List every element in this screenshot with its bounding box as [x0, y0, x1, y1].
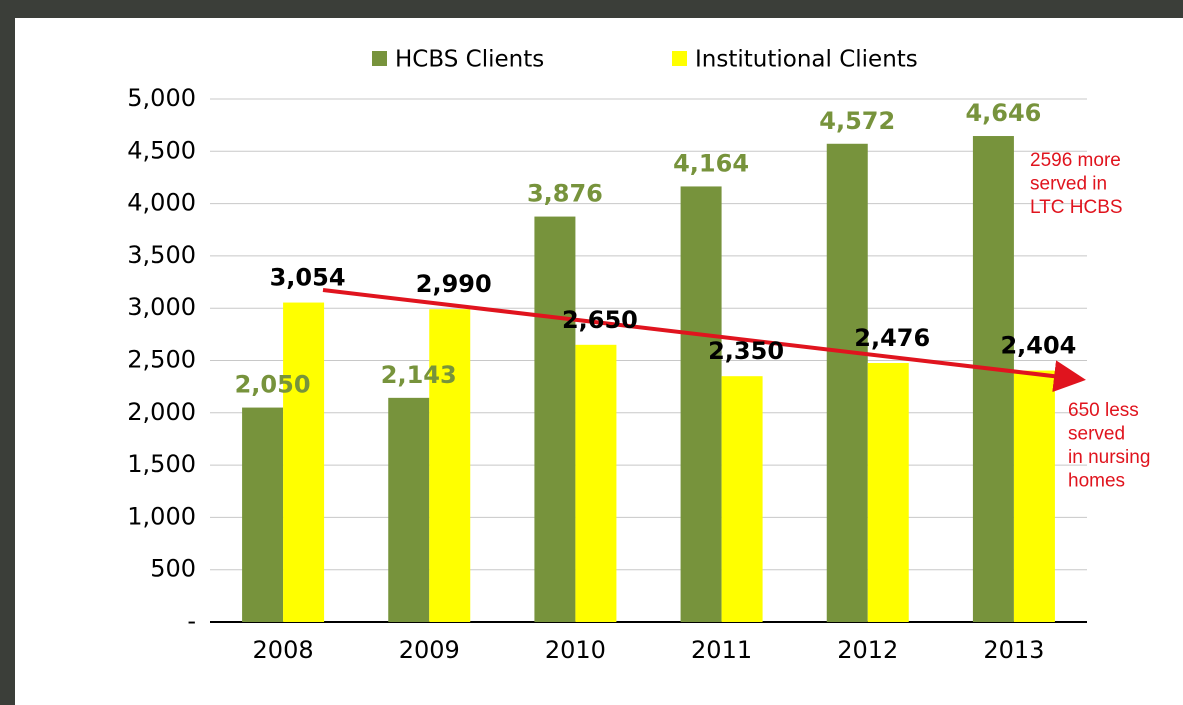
value-label: 2,476 — [854, 324, 930, 352]
x-tick-label: 2013 — [983, 636, 1044, 664]
y-tick-label: 2,000 — [127, 398, 196, 426]
value-label: 3,054 — [270, 264, 346, 292]
value-label: 2,404 — [1000, 332, 1076, 360]
y-tick-label: 4,500 — [127, 136, 196, 164]
y-tick-label: 500 — [150, 555, 196, 583]
legend-label: Institutional Clients — [695, 47, 918, 73]
value-label: 2,050 — [235, 371, 311, 399]
y-tick-label: 1,000 — [127, 502, 196, 530]
legend-swatch — [672, 51, 687, 66]
value-label: 4,572 — [819, 107, 895, 135]
value-label: 2,990 — [416, 270, 492, 298]
x-tick-label: 2010 — [545, 636, 606, 664]
y-tick-label: 5,000 — [127, 84, 196, 112]
y-tick-label: - — [187, 607, 196, 635]
labels: - 500 1,000 1,500 2,000 2,500 3,000 3,500 4,000 4… — [127, 47, 1150, 665]
grid — [210, 98, 1087, 623]
y-tick-label: 3,500 — [127, 241, 196, 269]
annotation: 650 less — [1068, 400, 1139, 421]
trend-arrow — [322, 288, 1086, 393]
y-tick-label: 2,500 — [127, 346, 196, 374]
bar — [242, 407, 284, 622]
bar — [534, 216, 576, 622]
annotation: 2596 more — [1030, 150, 1121, 171]
bar — [429, 309, 471, 622]
bar — [972, 136, 1014, 623]
bar — [867, 363, 909, 622]
legend-swatch — [372, 51, 387, 66]
x-tick-label: 2008 — [253, 636, 314, 664]
value-label: 4,164 — [673, 149, 749, 177]
bar — [826, 143, 868, 622]
bar — [388, 397, 430, 622]
annotation: LTC HCBS — [1030, 197, 1123, 218]
x-tick-label: 2012 — [837, 636, 898, 664]
annotation: served — [1068, 424, 1125, 445]
bar — [575, 344, 617, 622]
bar — [283, 302, 325, 622]
value-label: 4,646 — [965, 99, 1041, 127]
annotation: homes — [1068, 471, 1125, 492]
bars — [242, 136, 1055, 623]
value-label: 2,350 — [708, 337, 784, 365]
y-tick-label: 3,000 — [127, 293, 196, 321]
value-label: 2,650 — [562, 306, 638, 334]
legend-label: HCBS Clients — [395, 47, 544, 73]
annotation: served in — [1030, 174, 1107, 195]
y-tick-label: 4,000 — [127, 189, 196, 217]
bar — [1013, 370, 1055, 622]
annotation: in nursing — [1068, 447, 1150, 468]
bar — [721, 376, 763, 622]
bar — [680, 186, 722, 622]
value-label: 3,876 — [527, 180, 603, 208]
x-tick-label: 2009 — [399, 636, 460, 664]
value-label: 2,143 — [381, 361, 457, 389]
x-tick-label: 2011 — [691, 636, 752, 664]
y-tick-label: 1,500 — [127, 450, 196, 478]
